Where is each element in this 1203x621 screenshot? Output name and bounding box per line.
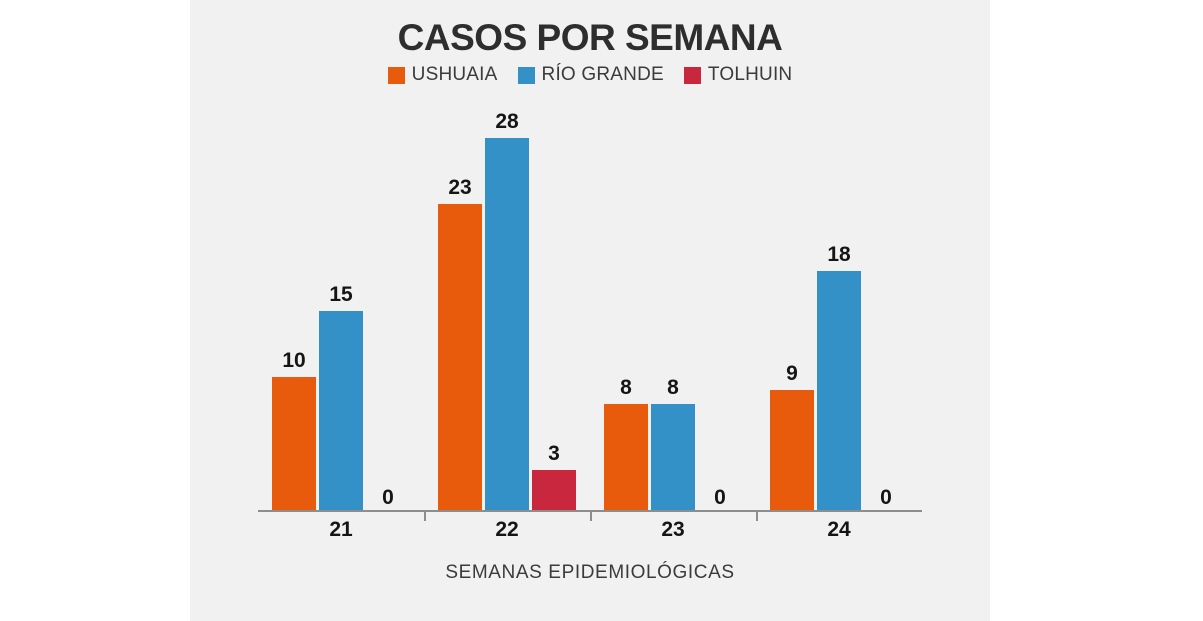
bar-slot-tolhuin-week-24: 0 — [864, 100, 908, 510]
bar-group-23: 8 8 0 — [590, 100, 756, 510]
bar-slot-rio-grande-week-21: 15 — [319, 100, 363, 510]
bar-slot-ushuaia-week-24: 9 — [770, 100, 814, 510]
x-label-week-23: 23 — [661, 518, 685, 541]
bar-value-label: 8 — [667, 375, 679, 399]
legend-swatch-icon-tolhuin — [683, 66, 701, 84]
bar-value-label: 0 — [714, 486, 726, 509]
bar-rio-grande[interactable] — [817, 270, 861, 510]
bar-rio-grande[interactable] — [485, 138, 529, 510]
bar-group-22: 23 28 3 — [424, 100, 590, 510]
bar-value-label: 10 — [282, 349, 306, 373]
chart-title: CASOS POR SEMANA — [397, 17, 783, 58]
legend-swatch-icon-ushuaia — [387, 66, 405, 84]
x-label-week-24: 24 — [827, 518, 851, 541]
legend-item-rio-grande: RÍO GRANDE — [517, 64, 664, 86]
x-axis-line — [258, 510, 922, 512]
bar-value-label: 28 — [495, 110, 519, 133]
bar-group-24: 9 18 0 — [756, 100, 922, 510]
legend-item-ushuaia: USHUAIA — [387, 64, 498, 86]
bar-group-21: 10 15 0 — [258, 100, 424, 510]
axis-tick — [590, 512, 592, 521]
x-label-week-21: 21 — [329, 518, 353, 541]
bar-value-label: 0 — [382, 486, 394, 509]
legend-item-tolhuin: TOLHUIN — [683, 64, 793, 86]
bar-slot-ushuaia-week-23: 8 — [604, 100, 648, 510]
bar-value-label: 0 — [880, 486, 892, 509]
bar-tolhuin[interactable] — [532, 470, 576, 510]
bar-ushuaia[interactable] — [770, 390, 814, 510]
bar-rio-grande[interactable] — [651, 403, 695, 510]
bar-slot-rio-grande-week-24: 18 — [817, 100, 861, 510]
bar-slot-rio-grande-week-23: 8 — [651, 100, 695, 510]
bar-value-label: 3 — [548, 442, 560, 466]
bar-slot-tolhuin-week-22: 3 — [532, 100, 576, 510]
bar-slot-tolhuin-week-23: 0 — [698, 100, 742, 510]
x-label-week-22: 22 — [495, 518, 519, 541]
bar-value-label: 8 — [620, 375, 632, 399]
bar-ushuaia[interactable] — [438, 204, 482, 510]
chart-legend: USHUAIA RÍO GRANDE TOLHUIN — [190, 64, 990, 86]
legend-swatch-icon-rio-grande — [517, 66, 535, 84]
bar-slot-ushuaia-week-21: 10 — [272, 100, 316, 510]
bar-slot-ushuaia-week-22: 23 — [438, 100, 482, 510]
axis-tick — [424, 512, 426, 521]
x-axis-labels: 21 22 23 24 — [258, 518, 922, 542]
bar-groups: 10 15 0 23 28 3 8 8 0 9 18 0 — [258, 100, 922, 510]
bar-value-label: 18 — [827, 242, 851, 266]
legend-label-ushuaia: USHUAIA — [411, 64, 498, 85]
bar-slot-tolhuin-week-21: 0 — [366, 100, 410, 510]
chart-panel: CASOS POR SEMANA USHUAIA RÍO GRANDE TOLH… — [190, 0, 990, 621]
bar-slot-rio-grande-week-22: 28 — [485, 100, 529, 510]
bar-rio-grande[interactable] — [319, 310, 363, 510]
axis-tick — [756, 512, 758, 521]
x-axis-title: SEMANAS EPIDEMIOLÓGICAS — [445, 562, 735, 583]
bar-value-label: 15 — [329, 282, 353, 306]
bar-ushuaia[interactable] — [604, 403, 648, 510]
bar-value-label: 23 — [448, 176, 472, 200]
bar-ushuaia[interactable] — [272, 377, 316, 510]
legend-label-rio-grande: RÍO GRANDE — [541, 64, 664, 85]
legend-label-tolhuin: TOLHUIN — [707, 64, 793, 85]
bar-value-label: 9 — [786, 362, 798, 386]
plot-area: 10 15 0 23 28 3 8 8 0 9 18 0 — [258, 100, 922, 521]
